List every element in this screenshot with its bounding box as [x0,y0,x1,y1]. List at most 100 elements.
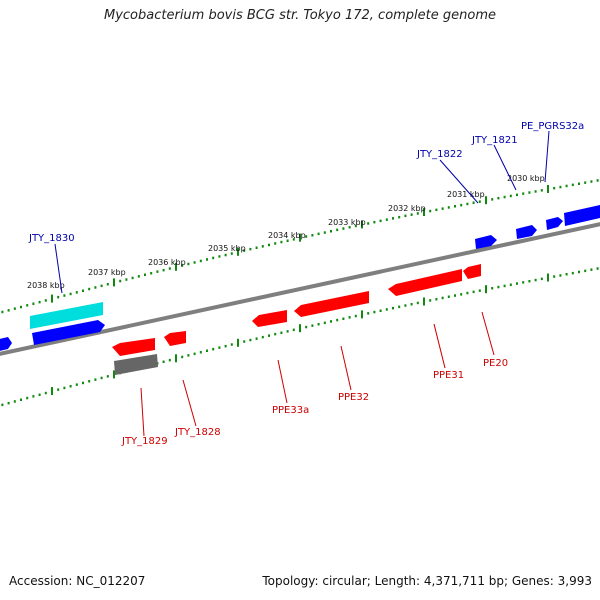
outer-scale-tick [274,242,277,245]
outer-scale-tick [249,247,252,251]
outer-scale-tick [38,300,41,304]
outer-scale-tick [323,231,326,234]
inner-scale-tick [243,340,246,343]
outer-scale-tick [584,181,587,184]
inner-scale-tick [528,280,531,283]
inner-scale-tick [342,317,345,320]
outer-scale-tick [540,189,543,192]
inner-scale-tick [280,331,283,334]
inner-scale-tick [175,354,177,363]
reverse-gene-arrow[interactable] [294,291,369,317]
outer-scale-tick [280,240,283,244]
inner-scale-tick [522,281,525,284]
forward-gene-arrow-highlight[interactable] [30,302,103,329]
inner-scale-tick [379,309,382,312]
outer-scale-tick [478,200,481,203]
outer-scale-tick [503,195,506,199]
inner-scale-tick [311,324,314,327]
outer-scale-tick [330,230,332,233]
outer-scale-tick [144,273,146,276]
inner-scale-tick [547,273,549,282]
forward-gene-arrow[interactable] [516,225,537,239]
forward-gene-arrow[interactable] [546,217,563,230]
forward-gene-arrow[interactable] [0,337,12,352]
inner-scale-tick [447,295,450,298]
outer-scale-tick [578,182,580,185]
accession-text: Accession: NC_012207 [9,574,146,588]
inner-scale-tick [187,354,190,357]
reverse-gene-arrow[interactable] [252,310,287,327]
inner-scale-tick [162,360,165,363]
inner-scale-tick [305,325,308,329]
gene-label-jty-1830: JTY_1830 [28,233,75,244]
outer-scale-tick [491,198,494,201]
inner-scale-tick [237,338,239,347]
outer-scale-tick [181,264,184,267]
outer-scale-tick [119,279,122,283]
outer-scale-tick [435,208,438,212]
reverse-gene-arrow[interactable] [463,264,481,279]
outer-scale-tick [261,245,264,248]
outer-scale-tick [354,224,357,228]
outer-scale-tick [243,249,246,252]
outer-scale-tick [466,202,469,206]
reverse-gene-arrow[interactable] [388,269,462,296]
outer-scale-tick [230,252,233,255]
outer-scale-ticks [1,179,599,314]
outer-scale-tick [522,192,525,195]
inner-scale-tick [286,330,289,333]
inner-scale-tick [1,403,4,407]
inner-scale-tick [199,351,202,354]
inner-scale-tick [590,268,593,271]
outer-scale-tick [168,267,171,270]
inner-scale-tick [63,386,66,390]
inner-scale-tick [57,388,60,391]
inner-scale-tick [38,393,41,396]
outer-scale-tick [404,214,407,218]
inner-scale-tick [330,320,332,323]
scale-label-2032: 2032 kbp [388,204,426,213]
inner-scale-tick [553,275,556,278]
inner-scale-tick [94,378,97,381]
outer-scale-tick [187,262,190,266]
gene-label-pe20: PE20 [483,358,508,369]
inner-scale-tick [75,383,78,386]
outer-scale-tick [206,258,208,261]
inner-scale-tick [206,349,208,352]
reverse-gene-pseudo[interactable] [114,354,158,375]
reverse-gene-arrow[interactable] [164,331,186,346]
gene-label-ppe31: PPE31 [433,370,464,381]
scale-label-2031: 2031 kbp [447,190,485,199]
inner-scale-tick [398,305,401,309]
inner-scale-tick [212,347,215,351]
forward-gene-arrow[interactable] [475,235,497,249]
outer-scale-tick [497,196,500,200]
outer-scale-tick [63,294,66,297]
inner-scale-tick [7,401,10,405]
outer-scale-tick [485,196,487,205]
outer-scale-tick [299,233,301,242]
outer-scale-tick [20,305,22,309]
outer-scale-tick [553,186,556,190]
outer-scale-tick [113,278,115,287]
genome-summary-text: Topology: circular; Length: 4,371,711 bp… [262,574,592,588]
outer-scale-tick [336,228,339,232]
inner-scale-tick [88,380,91,383]
scale-label-2033: 2033 kbp [328,218,366,227]
inner-scale-tick [168,358,171,362]
inner-scale-tick [385,308,388,311]
outer-scale-tick [305,235,308,238]
outer-scale-tick [212,256,215,260]
outer-scale-tick [125,278,128,281]
reverse-gene-arrow[interactable] [112,338,155,356]
inner-scale-tick [354,314,357,318]
inner-scale-tick [423,297,425,306]
outer-scale-tick [342,227,345,230]
inner-scale-tick [367,312,370,315]
outer-scale-tick [44,299,47,302]
outer-scale-tick [410,213,413,216]
outer-scale-tick [193,261,196,264]
forward-gene-arrow[interactable] [32,320,105,345]
forward-gene-arrow[interactable] [564,205,600,226]
